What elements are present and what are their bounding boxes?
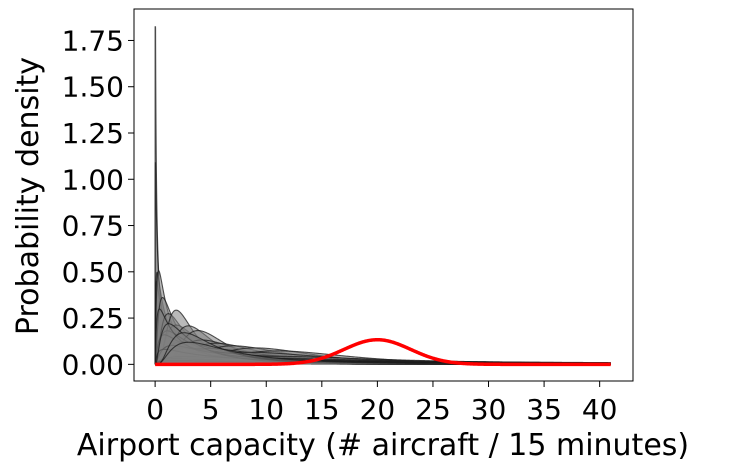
x-axis-ticks: 0 5 10 15 20 25 30 35 40 [146, 381, 617, 426]
y-tick-label: 0.25 [62, 302, 124, 335]
highlight-layer [154, 337, 612, 367]
x-tick-label: 0 [146, 393, 164, 426]
x-tick-label: 10 [248, 393, 284, 426]
y-tick-label: 0.00 [62, 348, 124, 381]
y-axis-label: Probability density [11, 57, 46, 335]
x-axis-label: Airport capacity (# aircraft / 15 minute… [77, 428, 689, 463]
x-tick-label: 25 [415, 393, 451, 426]
y-tick-label: 1.50 [62, 71, 124, 104]
y-tick-label: 0.75 [62, 210, 124, 243]
x-tick-label: 30 [471, 393, 507, 426]
plot-frame [133, 8, 634, 382]
y-tick-label: 1.25 [62, 117, 124, 150]
y-tick-label: 1.00 [62, 163, 124, 196]
y-axis-ticks: 0.00 0.25 0.50 0.75 1.00 1.25 1.50 1.75 [62, 24, 134, 381]
x-tick-label: 20 [360, 393, 396, 426]
plot-background [134, 9, 633, 381]
y-tick-label: 0.50 [62, 256, 124, 289]
x-tick-label: 40 [582, 393, 618, 426]
y-tick-label: 1.75 [62, 24, 124, 57]
gray-distribution-area [155, 342, 611, 365]
x-tick-label: 5 [202, 393, 220, 426]
x-tick-label: 15 [304, 393, 340, 426]
highlight-distribution-line [154, 337, 612, 367]
x-tick-label: 35 [526, 393, 562, 426]
